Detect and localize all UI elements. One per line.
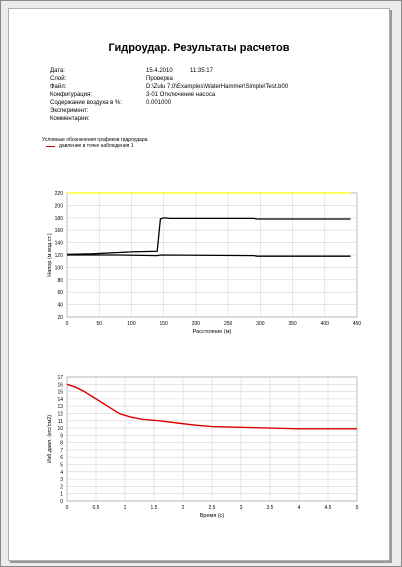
x-tick-label: 350 [288, 321, 297, 327]
series-line-0 [66, 383, 357, 430]
y-tick-label: 16 [57, 382, 63, 388]
y-axis-label: Напор (м вод.ст.) [47, 233, 53, 277]
x-tick-label: 250 [224, 321, 233, 327]
field-label-layer: Слой: [50, 76, 67, 82]
y-tick-label: 17 [57, 375, 63, 381]
x-tick-label: 4 [298, 505, 301, 511]
pressure-head-chart: 20 40 60 80 100 120 140 160 180 200 220 0 50 100 150 20… [47, 191, 362, 335]
y-tick-label: 5 [60, 463, 63, 469]
report-title: Гидроудар. Результаты расчетов [108, 42, 290, 54]
y-tick-label: 12 [57, 411, 63, 417]
y-tick-label: 11 [58, 419, 63, 425]
x-tick-label: 50 [96, 321, 102, 327]
field-label-air: Содержание воздуха в %: [50, 100, 123, 106]
field-value-config: 3-01 Отключение насоса [146, 92, 216, 98]
y-tick-label: 80 [57, 278, 63, 284]
x-tick-label: 3 [240, 505, 243, 511]
y-tick-label: 180 [55, 216, 64, 222]
x-tick-label: 0.5 [93, 505, 100, 511]
y-tick-label: 15 [57, 390, 63, 396]
x-tick-label: 1 [124, 505, 127, 511]
x-tick-label: 4.5 [325, 505, 332, 511]
y-tick-label: 40 [57, 303, 63, 309]
x-tick-label: 200 [192, 321, 201, 327]
x-tick-label: 0 [66, 321, 69, 327]
y-tick-label: 160 [55, 228, 64, 234]
x-tick-label: 300 [256, 321, 265, 327]
y-tick-label: 13 [57, 404, 63, 410]
field-label-experiment: Эксперимент: [50, 108, 89, 114]
y-tick-label: 2 [60, 484, 63, 490]
x-tick-label: 3.5 [267, 505, 274, 511]
x-tick-label: 2.5 [209, 505, 216, 511]
x-axis-label: Время (с) [200, 513, 225, 519]
y-tick-label: 60 [57, 290, 63, 296]
series-line-1 [66, 217, 351, 256]
y-tick-label: 20 [57, 315, 63, 321]
y-tick-label: 200 [55, 203, 64, 209]
y-axis-label: Изб.давл. (кгс/см2) [47, 415, 53, 463]
x-tick-label: 400 [321, 321, 330, 327]
y-tick-label: 4 [60, 470, 63, 476]
field-label-date: Дата: [50, 68, 65, 74]
series-line-2 [67, 254, 351, 257]
legend-entry: давление в точке наблюдения 1 [59, 143, 134, 149]
x-tick-label: 150 [159, 321, 168, 327]
legend-swatch [46, 146, 55, 147]
y-tick-label: 0 [60, 499, 63, 505]
field-label-config: Конфигурация: [50, 92, 92, 98]
x-tick-label: 0 [66, 505, 69, 511]
y-tick-label: 140 [55, 241, 64, 247]
y-tick-label: 10 [57, 426, 63, 432]
field-value-air: 0.001000 [146, 100, 172, 106]
legend-title: Условные обозначения графиков гидроудара [42, 137, 148, 143]
x-axis-label: Расстояние (м) [193, 329, 232, 335]
x-tick-label: 2 [182, 505, 185, 511]
x-tick-label: 100 [127, 321, 136, 327]
field-label-file: Файл: [50, 84, 67, 90]
field-value-time: 11:35:17 [190, 68, 213, 74]
y-tick-label: 220 [55, 191, 64, 197]
y-tick-label: 120 [55, 253, 64, 259]
field-value-layer: Проверка [146, 76, 173, 82]
x-tick-label: 450 [353, 321, 362, 327]
y-tick-label: 6 [60, 455, 63, 461]
x-tick-label: 1.5 [151, 505, 158, 511]
y-tick-label: 14 [57, 397, 63, 403]
y-tick-label: 3 [60, 477, 63, 483]
report-page: Гидроудар. Результаты расчетов Дата: 15.… [8, 8, 390, 561]
y-tick-label: 9 [60, 433, 63, 439]
y-tick-label: 7 [60, 448, 63, 454]
field-value-file: D:\Zulu 7.0\Examples\WaterHammer\Simple\… [146, 84, 289, 90]
y-tick-label: 8 [60, 441, 63, 447]
field-label-comments: Комментарии: [50, 116, 90, 122]
y-tick-label: 1 [60, 492, 63, 498]
y-tick-label: 100 [55, 265, 64, 271]
x-tick-label: 5 [356, 505, 359, 511]
field-value-date: 15.4.2010 [146, 68, 173, 74]
